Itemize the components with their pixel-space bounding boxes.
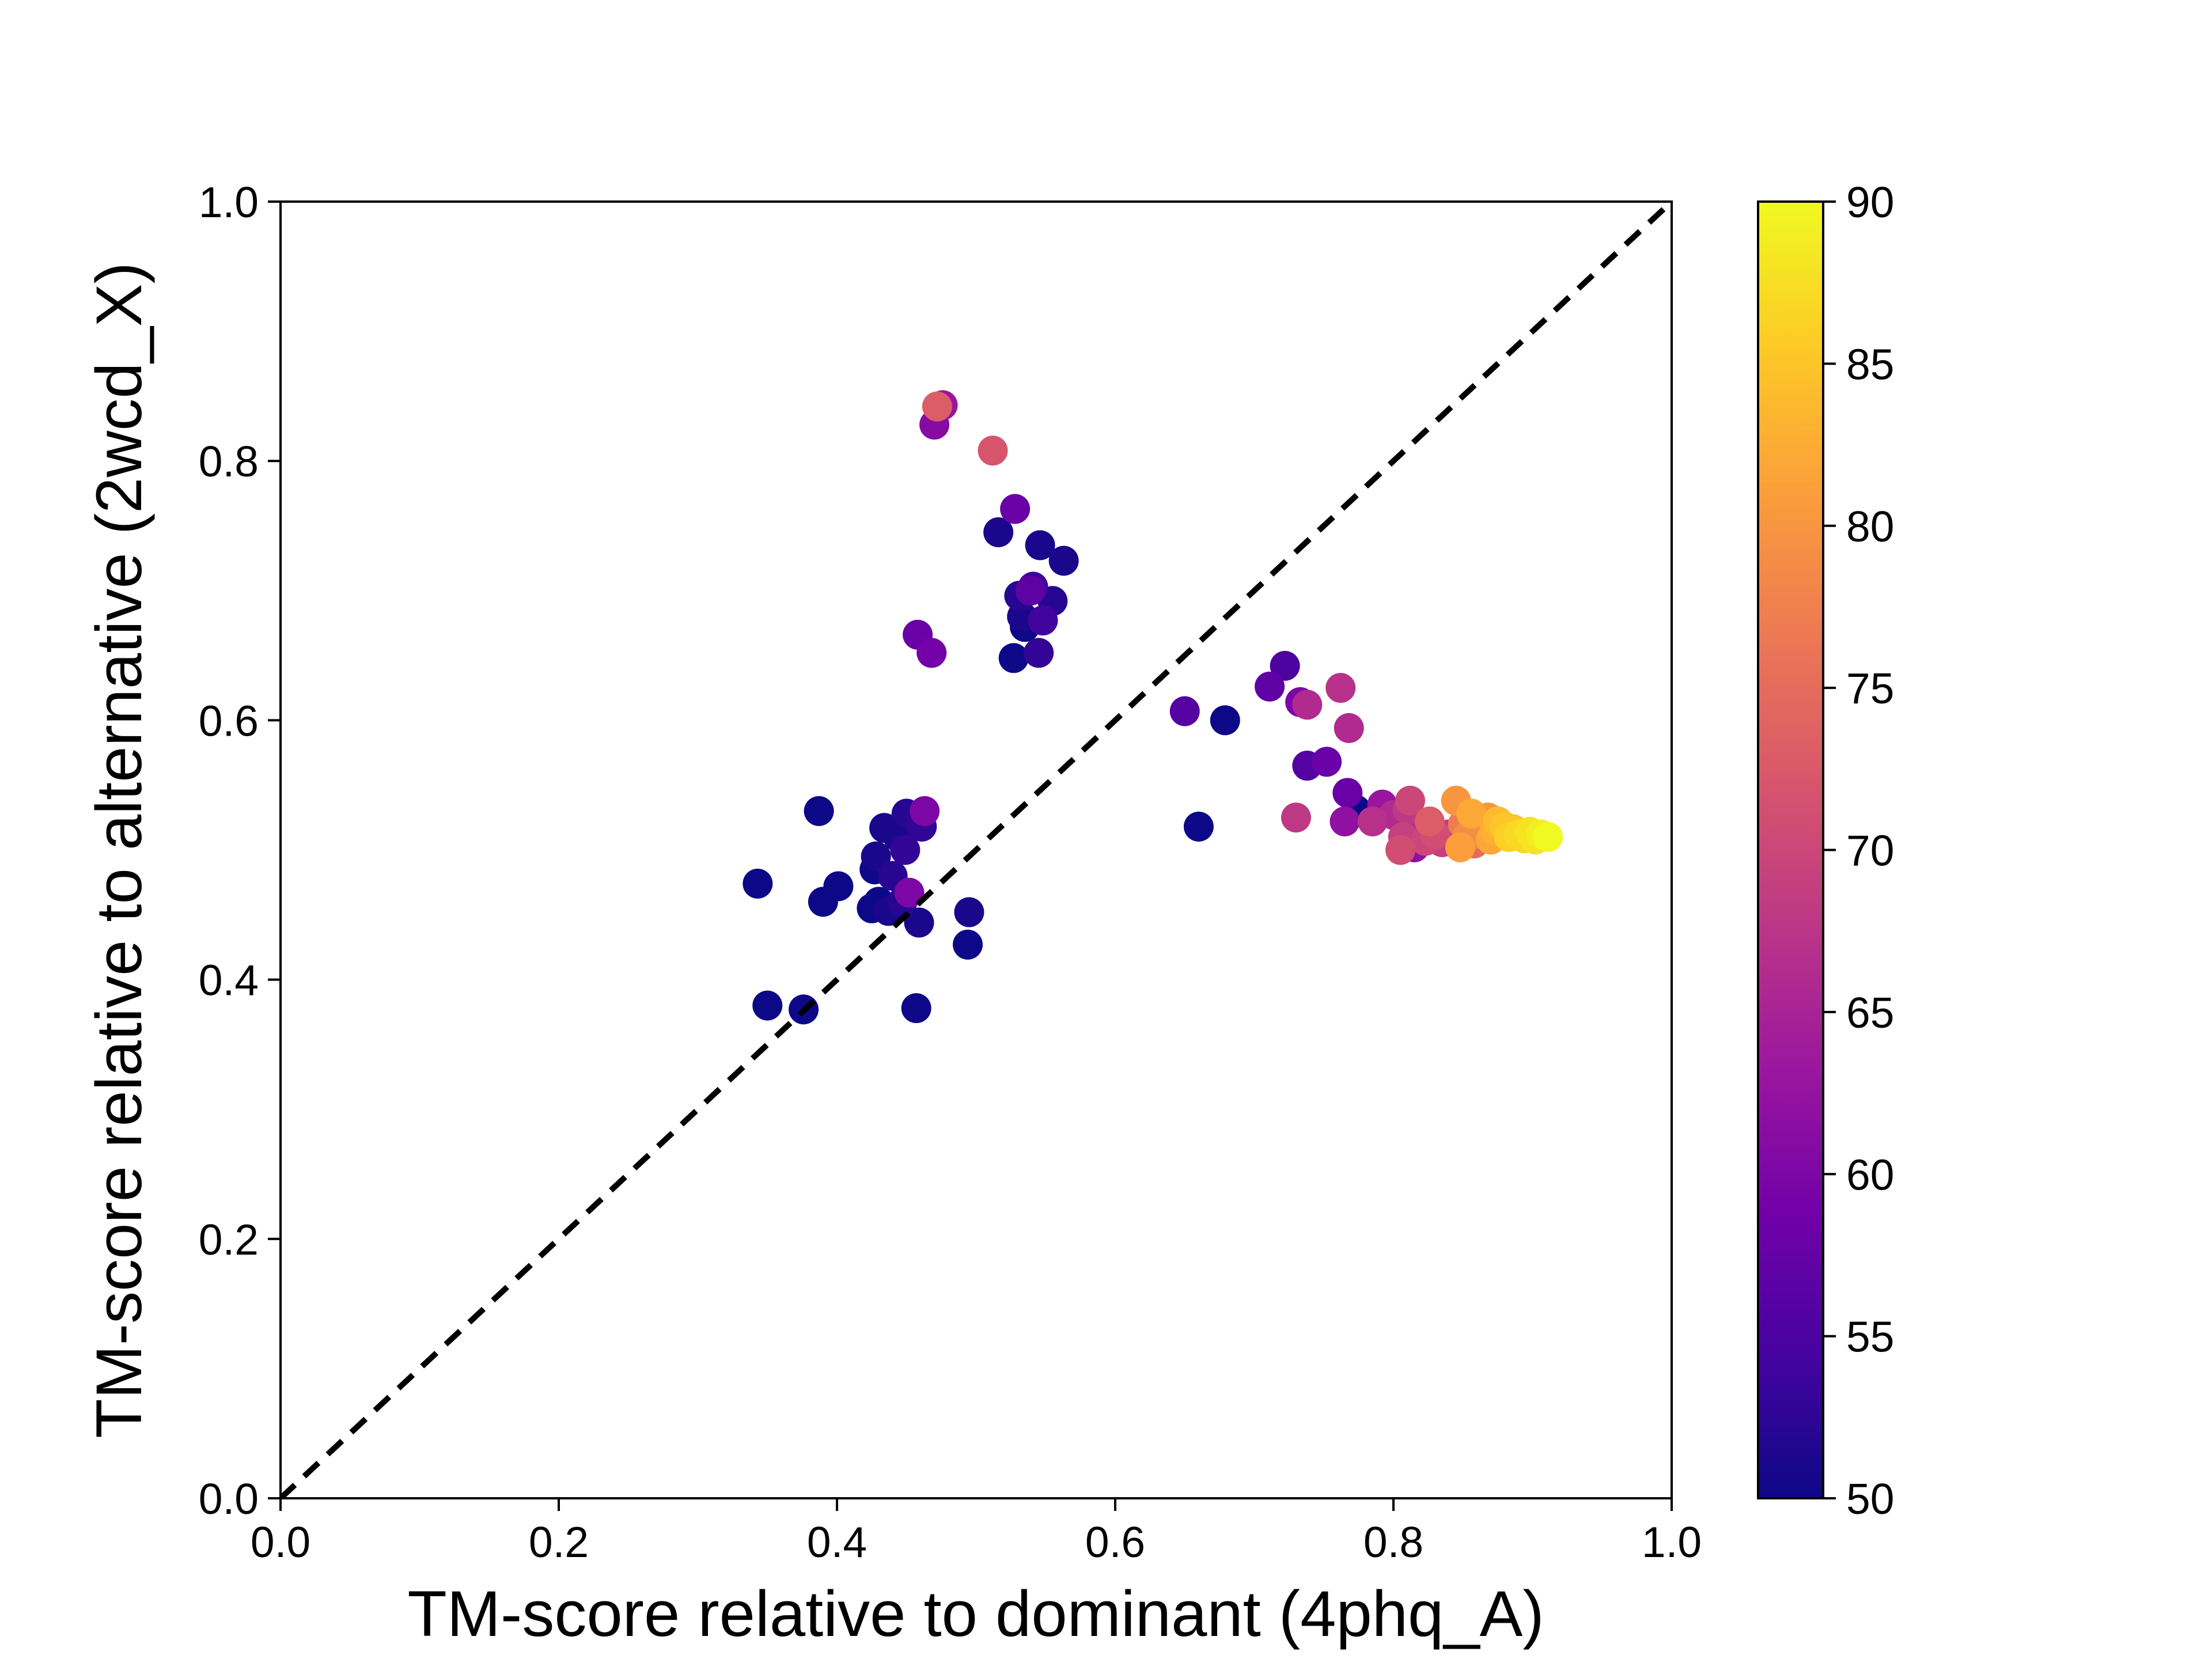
scatter-point — [1445, 832, 1475, 862]
plot-area-frame — [279, 200, 1673, 1499]
scatter-point — [1000, 494, 1031, 524]
colorbar-tick-label: 80 — [1846, 502, 1894, 551]
scatter-point — [743, 869, 773, 899]
scatter-point — [752, 990, 783, 1021]
scatter-point — [1334, 713, 1364, 743]
x-tick-label: 0.8 — [1363, 1518, 1423, 1566]
scatter-point — [901, 993, 931, 1024]
scatter-point — [998, 643, 1029, 673]
scatter-point — [1169, 696, 1200, 726]
scatter-point — [954, 897, 984, 927]
scatter-points — [743, 390, 1563, 1025]
scatter-point — [1385, 835, 1416, 865]
y-tick-label: 0.2 — [199, 1215, 259, 1264]
colorbar-tick-label: 75 — [1846, 664, 1894, 713]
colorbar-tick-label: 65 — [1846, 988, 1894, 1037]
colorbar-tick-label: 90 — [1846, 178, 1894, 226]
scatter-point — [910, 796, 940, 826]
y-tick-label: 0.6 — [199, 696, 259, 745]
scatter-point — [1292, 690, 1323, 720]
colorbar-tick-label: 55 — [1846, 1313, 1894, 1361]
scatter-point — [978, 435, 1008, 466]
scatter-point — [1456, 798, 1487, 829]
scatter-point — [1270, 650, 1300, 681]
scatter-point — [916, 638, 947, 668]
scatter-point — [890, 835, 921, 865]
scatter-point — [1414, 806, 1445, 836]
scatter-point — [1255, 671, 1285, 702]
x-tick-label: 0.0 — [251, 1518, 310, 1566]
scatter-point — [1357, 806, 1388, 836]
x-axis-label: TM-score relative to dominant (4phq_A) — [407, 1578, 1544, 1650]
scatter-point — [1048, 546, 1079, 576]
x-tick-label: 0.6 — [1085, 1518, 1145, 1566]
diagonal-reference-line — [281, 202, 1672, 1498]
scatter-point — [1332, 778, 1363, 808]
y-axis-label: TM-score relative to alternative (2wcd_X… — [83, 262, 155, 1438]
scatter-point — [1330, 806, 1360, 836]
scatter-point — [1281, 802, 1311, 833]
scatter-point — [1183, 811, 1214, 842]
scatter-point — [823, 871, 854, 902]
scatter-point — [1533, 821, 1563, 852]
x-tick-label: 1.0 — [1642, 1518, 1702, 1566]
y-tick-label: 0.4 — [199, 956, 259, 1005]
scatter-point — [861, 841, 891, 872]
colorbar-tick-label: 60 — [1846, 1150, 1894, 1199]
colorbar-axis: 50 55 60 65 70 75 80 85 90 — [1823, 178, 1894, 1523]
x-tick-label: 0.2 — [529, 1518, 589, 1566]
scatter-point — [953, 929, 983, 960]
scatter-point — [894, 877, 925, 908]
scatter-point — [1028, 605, 1058, 636]
scatter-point — [1312, 747, 1342, 777]
scatter-point — [1325, 673, 1356, 703]
colorbar-tick-label: 70 — [1846, 827, 1894, 875]
y-axis: 0.0 0.2 0.4 0.6 0.8 1.0 — [199, 178, 281, 1523]
colorbar — [1757, 200, 1824, 1499]
scatter-point — [1024, 638, 1054, 668]
colorbar-tick-label: 85 — [1846, 340, 1894, 388]
scatter-point — [983, 517, 1014, 548]
y-tick-label: 1.0 — [199, 178, 259, 226]
scatter-point — [1025, 530, 1055, 560]
scatter-point — [1210, 705, 1240, 736]
scatter-point — [1015, 575, 1046, 606]
y-tick-label: 0.0 — [199, 1475, 259, 1523]
y-tick-label: 0.8 — [199, 437, 259, 486]
scatter-point — [922, 391, 952, 422]
scatter-point — [1395, 785, 1425, 816]
scatter-point — [904, 907, 934, 938]
x-axis: 0.0 0.2 0.4 0.6 0.8 1.0 — [251, 1498, 1702, 1566]
scatter-point — [804, 796, 834, 826]
colorbar-tick-label: 50 — [1846, 1475, 1894, 1523]
x-tick-label: 0.4 — [807, 1518, 867, 1566]
